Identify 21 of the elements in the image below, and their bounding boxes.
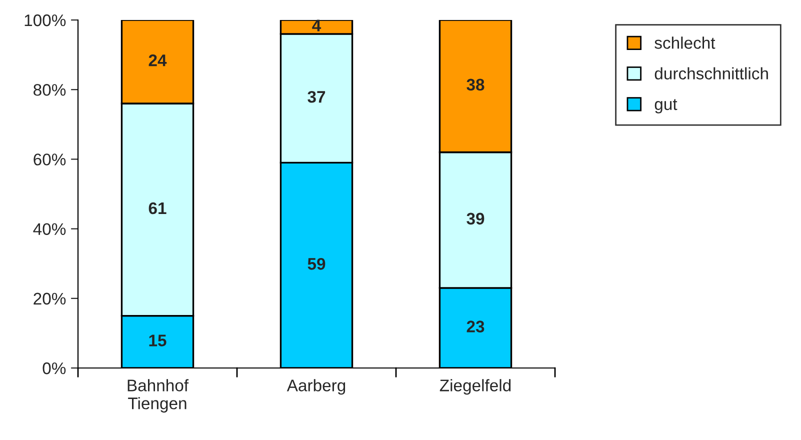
x-tick-label: Aarberg	[286, 379, 346, 395]
data-label: 59	[308, 258, 326, 270]
data-label: 24	[148, 54, 167, 66]
y-tick-label: 80%	[34, 84, 66, 96]
legend-label: durchschnittlich	[654, 67, 768, 80]
y-tick-label: 40%	[33, 223, 66, 236]
y-tick-label: 0%	[42, 362, 66, 374]
data-label: 39	[466, 212, 484, 225]
x-tick-label: Bahnhof Tiengen	[128, 379, 189, 413]
y-tick-label: 20%	[34, 292, 66, 305]
data-label: 4	[312, 20, 322, 32]
legend-label: schlecht	[654, 36, 716, 49]
x-tick-label: Ziegelfeld	[440, 379, 511, 395]
legend-label: gut	[654, 99, 678, 114]
y-tick-label: 60%	[34, 154, 66, 166]
data-label: 38	[466, 78, 484, 91]
data-label: 61	[148, 202, 166, 214]
data-label: 37	[308, 90, 326, 103]
data-label: 15	[149, 334, 166, 346]
y-tick-label: 100%	[24, 14, 66, 26]
data-label: 23	[466, 320, 484, 332]
